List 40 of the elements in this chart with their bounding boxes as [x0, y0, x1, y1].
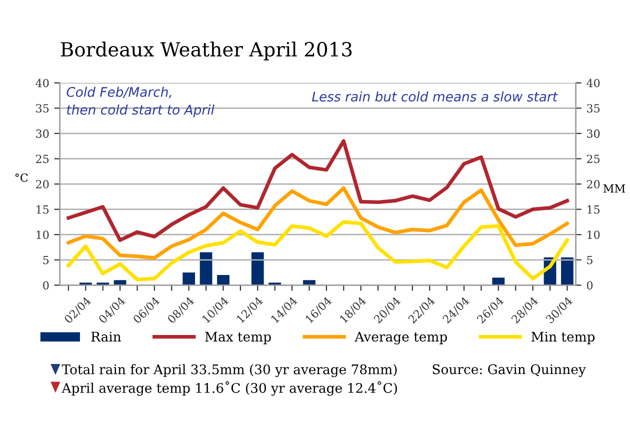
bar	[492, 278, 505, 286]
y2-tick-label: 25	[586, 154, 600, 164]
y2-tick-label: 20	[586, 180, 600, 188]
y-tick-label: 0	[43, 281, 49, 290]
y-tick-label: 25	[36, 154, 49, 164]
line-series	[66, 220, 570, 282]
source-note: Source: Gavin Quinney	[432, 364, 586, 377]
bar	[217, 275, 230, 286]
y2-tick-label: 30	[587, 129, 600, 138]
bar	[561, 257, 574, 286]
text: Total rain for April 33.5mm (30 yr average 78mm)	[62, 364, 397, 378]
bar	[303, 280, 316, 286]
y-tick-label: 40	[36, 78, 49, 88]
chart-title: Bordeaux Weather April 2013	[60, 42, 352, 60]
text: April average temp 11.6˚C (30 yr average 12.4˚C)	[62, 381, 397, 396]
y-tick-label: 10	[36, 230, 49, 239]
y-tick-label: 20	[36, 180, 49, 188]
y-axis-title: °C	[15, 173, 28, 182]
line-series	[66, 139, 570, 242]
legend-label: Min temp	[531, 332, 595, 344]
y2-tick-label: 10	[588, 230, 600, 239]
y-tick-label: 30	[36, 129, 49, 138]
y-tick-label: 35	[36, 104, 49, 113]
legend-label: Average temp	[354, 332, 447, 344]
line-series	[66, 186, 570, 260]
y2-axis-title: MM	[603, 184, 626, 192]
bar	[200, 252, 212, 286]
annotation: Cold Feb/March, then cold start to April	[66, 86, 214, 118]
y-tick-label: 5	[43, 256, 49, 264]
bar	[182, 272, 196, 286]
y2-tick-label: 15	[588, 205, 600, 214]
bar	[251, 252, 264, 286]
legend-label: Rain	[91, 332, 121, 342]
y2-tick-label: 35	[587, 104, 600, 113]
y-tick-label: 15	[36, 205, 49, 214]
y2-tick-label: 0	[586, 281, 593, 290]
annotation: Less rain but cold means a slow start	[312, 91, 558, 102]
y2-tick-label: 40	[586, 78, 600, 88]
y2-tick-label: 5	[587, 256, 592, 264]
legend-label: Max temp	[205, 332, 271, 344]
